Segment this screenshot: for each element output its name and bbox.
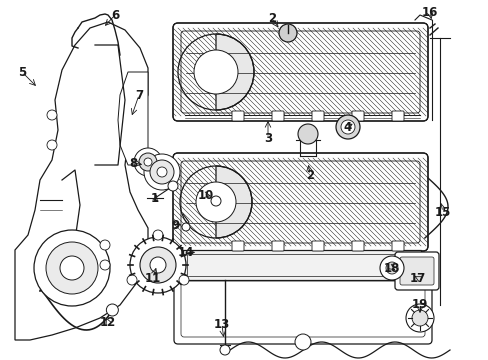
- Text: 2: 2: [267, 12, 276, 24]
- FancyBboxPatch shape: [231, 241, 244, 251]
- Circle shape: [196, 182, 236, 222]
- FancyBboxPatch shape: [173, 23, 427, 121]
- FancyBboxPatch shape: [399, 257, 433, 285]
- Circle shape: [182, 223, 190, 231]
- Circle shape: [106, 304, 118, 316]
- Circle shape: [157, 167, 167, 177]
- Text: 8: 8: [129, 157, 137, 170]
- Circle shape: [130, 237, 185, 293]
- FancyBboxPatch shape: [351, 111, 363, 121]
- Text: 6: 6: [111, 9, 119, 22]
- Text: 14: 14: [178, 247, 194, 260]
- Circle shape: [100, 260, 110, 270]
- Circle shape: [179, 275, 188, 285]
- Text: 13: 13: [213, 319, 230, 332]
- Bar: [183, 250, 420, 280]
- Text: 17: 17: [409, 271, 425, 284]
- Circle shape: [60, 256, 84, 280]
- Circle shape: [46, 242, 98, 294]
- FancyBboxPatch shape: [271, 111, 284, 121]
- Circle shape: [127, 275, 137, 285]
- Bar: [186, 254, 416, 276]
- Text: 7: 7: [135, 89, 143, 102]
- FancyBboxPatch shape: [351, 241, 363, 251]
- Circle shape: [168, 181, 178, 191]
- Text: 16: 16: [421, 5, 437, 18]
- Circle shape: [139, 153, 157, 171]
- FancyBboxPatch shape: [394, 252, 438, 290]
- FancyBboxPatch shape: [311, 241, 324, 251]
- Circle shape: [210, 196, 221, 206]
- Circle shape: [100, 240, 110, 250]
- Text: 9: 9: [170, 219, 179, 231]
- Circle shape: [385, 262, 397, 274]
- Wedge shape: [216, 34, 253, 110]
- Circle shape: [143, 154, 180, 190]
- Text: 18: 18: [383, 261, 399, 274]
- FancyBboxPatch shape: [391, 111, 403, 121]
- Polygon shape: [15, 22, 148, 340]
- FancyBboxPatch shape: [271, 241, 284, 251]
- Circle shape: [411, 310, 427, 326]
- Wedge shape: [216, 166, 251, 238]
- Text: 12: 12: [100, 315, 116, 328]
- Text: 1: 1: [151, 192, 159, 204]
- Text: 15: 15: [434, 206, 450, 219]
- Circle shape: [294, 334, 310, 350]
- Polygon shape: [118, 72, 148, 165]
- FancyBboxPatch shape: [391, 241, 403, 251]
- Circle shape: [47, 110, 57, 120]
- Text: 19: 19: [411, 298, 427, 311]
- Text: 3: 3: [264, 131, 271, 144]
- Circle shape: [153, 230, 163, 240]
- Text: 5: 5: [18, 66, 26, 78]
- Circle shape: [379, 256, 403, 280]
- FancyBboxPatch shape: [174, 274, 431, 344]
- FancyBboxPatch shape: [231, 111, 244, 121]
- Text: 4: 4: [343, 121, 351, 134]
- Circle shape: [150, 160, 174, 184]
- Circle shape: [140, 247, 176, 283]
- Circle shape: [405, 304, 433, 332]
- Circle shape: [297, 124, 317, 144]
- Circle shape: [194, 50, 238, 94]
- Circle shape: [47, 140, 57, 150]
- Circle shape: [340, 120, 354, 134]
- Circle shape: [150, 257, 165, 273]
- Text: 11: 11: [144, 271, 161, 284]
- Circle shape: [143, 158, 152, 166]
- Text: 2: 2: [305, 168, 313, 181]
- FancyBboxPatch shape: [311, 111, 324, 121]
- FancyBboxPatch shape: [173, 153, 427, 251]
- Circle shape: [220, 345, 229, 355]
- Text: 10: 10: [198, 189, 214, 202]
- Circle shape: [34, 230, 110, 306]
- Circle shape: [134, 148, 162, 176]
- Circle shape: [335, 115, 359, 139]
- Circle shape: [279, 24, 296, 42]
